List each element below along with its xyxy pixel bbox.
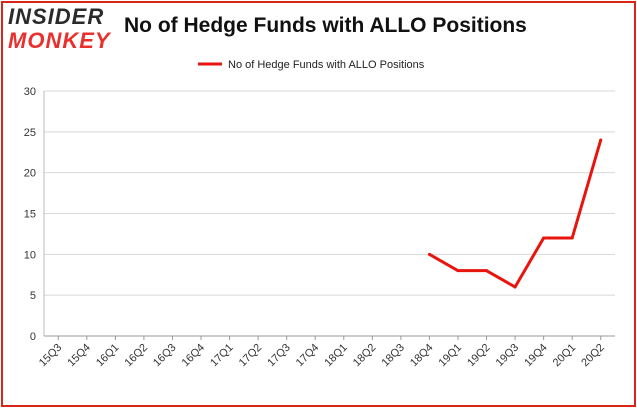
data-point — [513, 285, 517, 289]
x-axis: 15Q3 15Q4 16Q1 16Q2 16Q3 16Q4 17Q1 17Q2 17Q3 17Q4… — [37, 336, 607, 369]
x-tick-label: 18Q2 — [351, 342, 379, 370]
logo-line-1: INSIDER — [8, 4, 105, 29]
data-point — [456, 269, 460, 273]
y-tick-label: 0 — [30, 331, 36, 343]
data-point — [485, 269, 489, 273]
x-tick-label: 18Q4 — [408, 342, 436, 370]
x-tick-label: 16Q4 — [180, 342, 208, 370]
x-tick-label: 19Q2 — [465, 342, 493, 370]
x-tick-label: 15Q3 — [37, 342, 65, 370]
logo-line-2: MONKEY — [8, 28, 111, 53]
x-tick-label: 17Q2 — [237, 342, 265, 370]
data-point — [570, 236, 574, 240]
y-tick-label: 15 — [24, 209, 36, 221]
x-tick-label: 16Q2 — [123, 342, 151, 370]
x-tick-label: 19Q3 — [494, 342, 522, 370]
legend-label: No of Hedge Funds with ALLO Positions — [228, 59, 425, 71]
y-tick-label: 20 — [24, 168, 36, 180]
y-tick-label: 5 — [30, 290, 36, 302]
grid-lines — [44, 90, 615, 337]
x-tick-label: 20Q1 — [551, 342, 579, 370]
x-tick-label: 17Q3 — [265, 342, 293, 370]
data-point — [427, 252, 431, 256]
x-tick-label: 19Q4 — [522, 342, 550, 370]
x-tick-label: 19Q1 — [437, 342, 465, 370]
y-tick-label: 25 — [24, 127, 36, 139]
x-tick-label: 17Q1 — [208, 342, 236, 370]
x-tick-label: 15Q4 — [65, 342, 93, 370]
y-tick-label: 30 — [24, 86, 36, 98]
y-tick-label: 10 — [24, 249, 36, 261]
x-tick-label: 18Q3 — [379, 342, 407, 370]
legend: No of Hedge Funds with ALLO Positions — [198, 59, 425, 71]
series-group — [427, 138, 603, 289]
x-tick-label: 16Q3 — [151, 342, 179, 370]
x-tick-label: 18Q1 — [322, 342, 350, 370]
x-tick-label: 17Q4 — [294, 342, 322, 370]
x-tick-label: 20Q2 — [579, 342, 607, 370]
x-tick-label: 16Q1 — [94, 342, 122, 370]
y-axis: 0 5 10 15 20 25 30 — [24, 86, 45, 343]
data-point — [599, 138, 603, 142]
insider-monkey-logo: INSIDER MONKEY — [8, 4, 118, 54]
chart-title: No of Hedge Funds with ALLO Positions — [124, 14, 527, 37]
data-point — [542, 236, 546, 240]
